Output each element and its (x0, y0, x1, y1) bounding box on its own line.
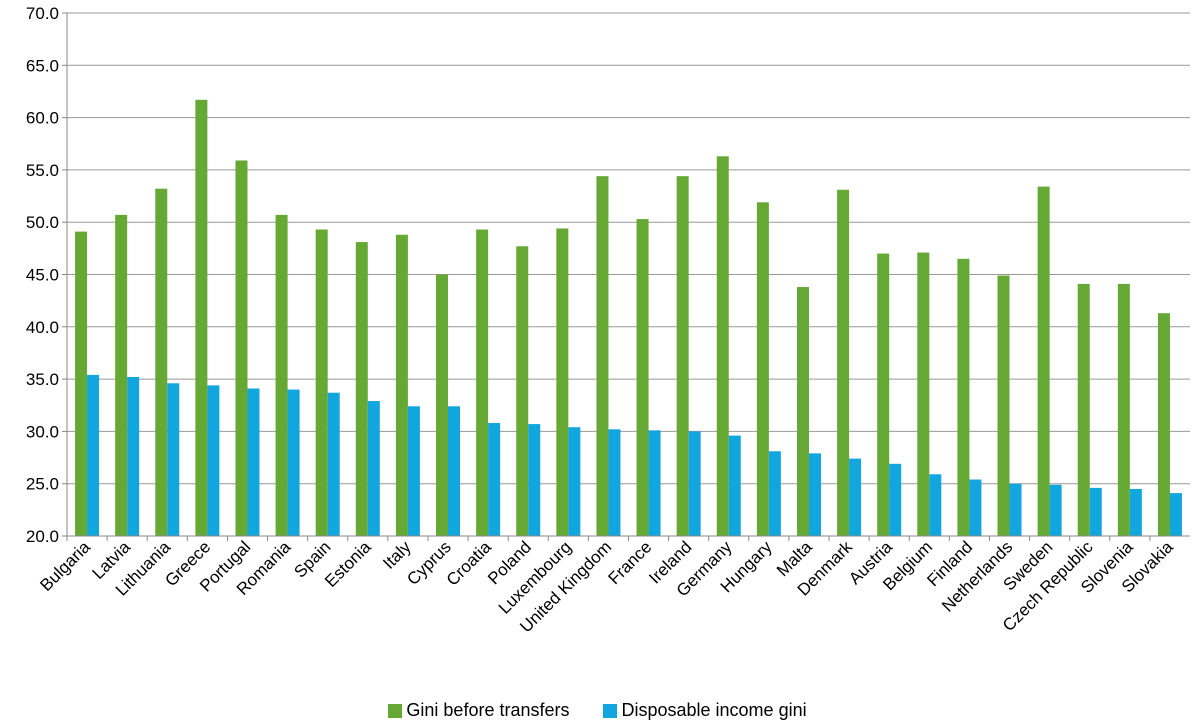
x-tick-label: Italy (379, 537, 415, 573)
bar-disposable-gini-luxembourg (568, 427, 581, 536)
bars (75, 99, 1182, 537)
y-tick-label: 60.0 (26, 109, 59, 128)
bar-gini-before-spain (315, 229, 328, 536)
bar-disposable-gini-poland (528, 424, 541, 536)
bar-disposable-gini-estonia (367, 401, 380, 536)
bar-disposable-gini-austria (889, 463, 902, 536)
bar-disposable-gini-romania (287, 389, 300, 536)
bar-gini-before-poland (516, 246, 529, 536)
bar-disposable-gini-malta (808, 453, 821, 536)
bar-disposable-gini-portugal (247, 388, 260, 536)
bar-gini-before-netherlands (997, 275, 1010, 536)
bar-disposable-gini-finland (969, 479, 982, 536)
bar-disposable-gini-united-kingdom (608, 429, 621, 536)
y-tick-label: 25.0 (26, 475, 59, 494)
bar-gini-before-romania (275, 214, 288, 537)
bar-gini-before-united-kingdom (596, 176, 609, 536)
bar-gini-before-lithuania (155, 188, 168, 536)
bar-gini-before-germany (716, 156, 729, 536)
bar-gini-before-belgium (917, 252, 930, 536)
bar-disposable-gini-greece (207, 385, 220, 536)
legend-item-disposable-gini: Disposable income gini (603, 700, 807, 721)
bar-gini-before-malta (796, 287, 809, 536)
y-tick-label: 65.0 (26, 56, 59, 75)
legend: Gini before transfers Disposable income … (0, 700, 1195, 721)
bar-disposable-gini-spain (327, 392, 340, 536)
bar-disposable-gini-czech-republic (1089, 487, 1102, 536)
bar-disposable-gini-lithuania (167, 383, 180, 536)
x-tick-labels: BulgariaLatviaLithuaniaGreecePortugalRom… (36, 537, 1177, 636)
legend-swatch-gini-before (388, 703, 403, 718)
bar-gini-before-croatia (476, 229, 489, 536)
y-tick-label: 70.0 (26, 4, 59, 23)
bar-disposable-gini-belgium (929, 474, 942, 536)
bar-disposable-gini-italy (407, 406, 420, 536)
bar-gini-before-bulgaria (75, 231, 88, 536)
y-tick-label: 30.0 (26, 422, 59, 441)
bar-disposable-gini-latvia (127, 377, 140, 536)
bar-disposable-gini-denmark (849, 458, 862, 536)
legend-swatch-disposable-gini (603, 703, 618, 718)
x-tick-label: Croatia (443, 537, 496, 590)
bar-disposable-gini-ireland (688, 431, 701, 536)
bar-disposable-gini-slovakia (1169, 493, 1182, 536)
legend-label-gini-before: Gini before transfers (406, 700, 570, 720)
bar-gini-before-finland (957, 258, 970, 536)
bar-gini-before-france (636, 219, 649, 536)
x-tick-label: Estonia (321, 537, 375, 591)
bar-gini-before-estonia (355, 242, 368, 536)
bar-disposable-gini-cyprus (448, 406, 461, 536)
bar-disposable-gini-bulgaria (87, 374, 100, 536)
bar-disposable-gini-germany (728, 435, 741, 536)
bar-gini-before-ireland (676, 176, 689, 536)
bar-disposable-gini-france (648, 430, 661, 536)
bar-gini-before-portugal (235, 160, 248, 536)
bar-gini-before-sweden (1037, 186, 1050, 537)
y-tick-label: 55.0 (26, 161, 59, 180)
bar-gini-before-italy (395, 234, 408, 536)
bar-disposable-gini-sweden (1049, 484, 1062, 536)
bar-gini-before-austria (877, 253, 890, 536)
bar-gini-before-luxembourg (556, 228, 569, 536)
y-tick-labels: 20.0 25.0 30.0 35.0 40.0 45.0 50.0 55.0 60.0 65.0… (26, 4, 59, 546)
y-tick-label: 40.0 (26, 318, 59, 337)
bar-disposable-gini-hungary (768, 451, 781, 536)
y-tick-label: 45.0 (26, 266, 59, 285)
bar-gini-before-latvia (115, 214, 128, 537)
legend-item-gini-before: Gini before transfers (388, 700, 569, 721)
bar-gini-before-cyprus (436, 274, 449, 536)
y-tick-label: 50.0 (26, 213, 59, 232)
bar-disposable-gini-netherlands (1009, 483, 1022, 536)
legend-label-disposable-gini: Disposable income gini (621, 700, 807, 720)
x-tick-label: France (605, 537, 656, 588)
bar-disposable-gini-slovenia (1129, 488, 1142, 536)
axes (66, 13, 1190, 537)
grid-lines (62, 12, 1190, 541)
bar-disposable-gini-croatia (488, 423, 501, 536)
bar-gini-before-slovakia (1157, 313, 1170, 536)
y-tick-label: 20.0 (26, 527, 59, 546)
y-tick-label: 35.0 (26, 370, 59, 389)
bar-gini-before-czech-republic (1077, 283, 1090, 536)
bar-gini-before-denmark (837, 189, 850, 537)
bar-gini-before-slovenia (1117, 283, 1130, 536)
bar-gini-before-hungary (756, 202, 769, 537)
bar-gini-before-greece (195, 99, 208, 537)
